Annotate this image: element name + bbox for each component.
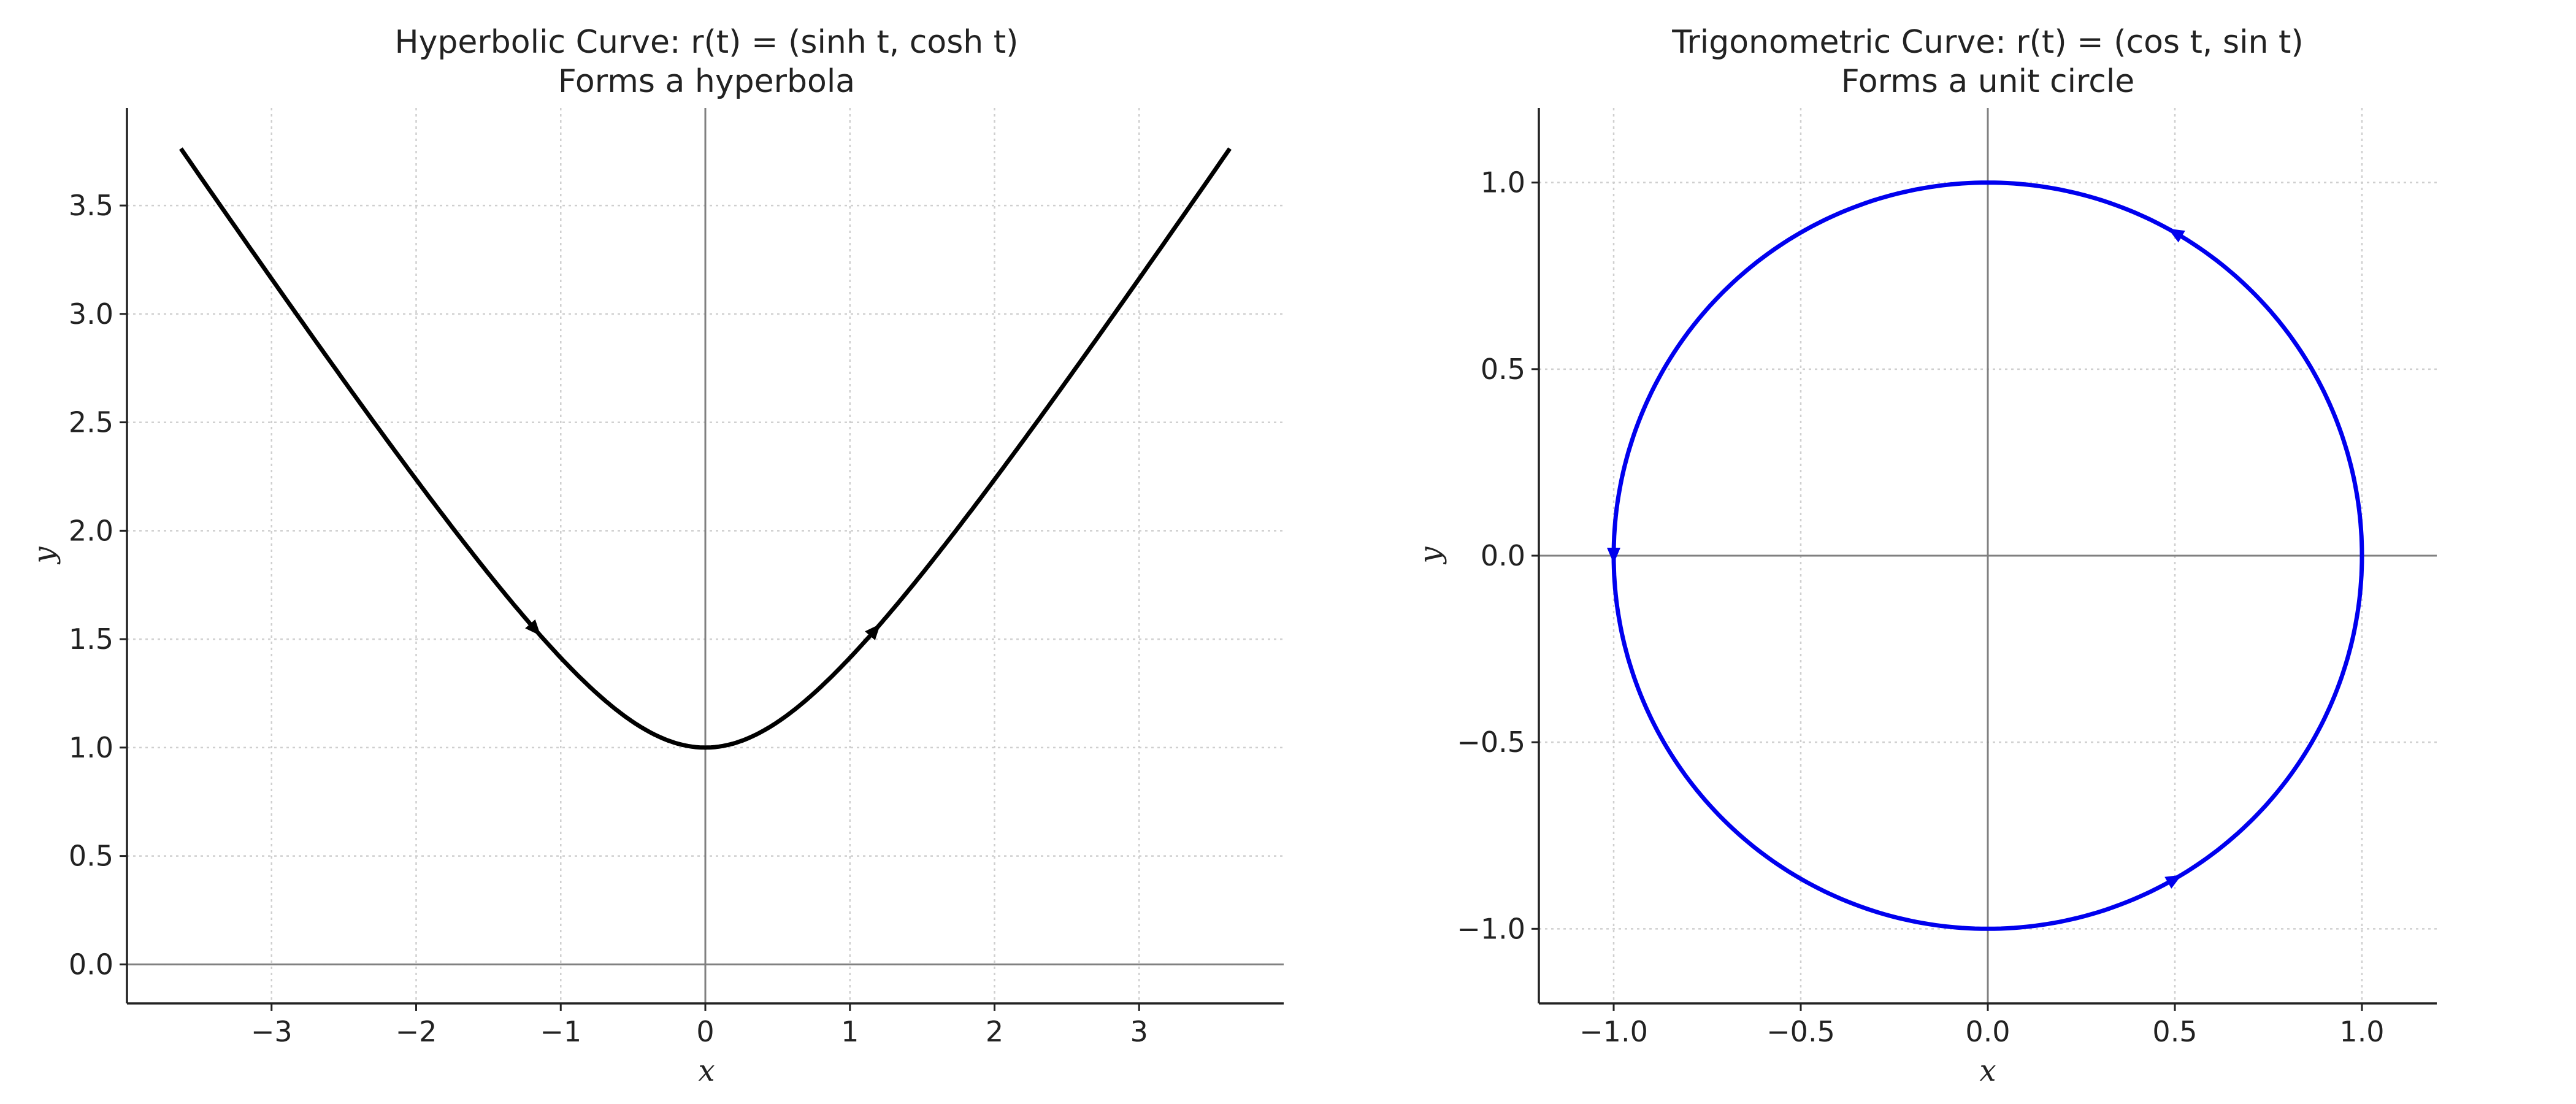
x-tick-label: 1.0 <box>2339 1015 2384 1048</box>
x-axis-label: x <box>698 1054 715 1088</box>
y-tick-label: 0.5 <box>69 840 113 873</box>
x-tick-label: 2 <box>986 1015 1003 1048</box>
chart-title: Hyperbolic Curve: r(t) = (sinh t, cosh t… <box>395 24 1019 61</box>
y-tick-label: 1.5 <box>69 623 113 656</box>
x-tick-label: 0.5 <box>2152 1015 2197 1048</box>
y-tick-label: 3.0 <box>69 297 113 331</box>
y-tick-label: 0.0 <box>69 948 113 981</box>
x-tick-label: −3 <box>251 1015 293 1048</box>
direction-arrows <box>1607 228 2185 889</box>
x-tick-label: 0 <box>696 1015 714 1048</box>
zero-lines <box>1539 108 2437 1003</box>
y-tick-label: 3.5 <box>69 189 113 222</box>
direction-arrow-0 <box>2168 228 2185 243</box>
tick-labels: −3 −2 −1 0 1 2 3 0.0 0.5 1.0 1.5 2.0 2.5 3.0 3.5 <box>69 189 1148 1048</box>
x-tick-label: −0.5 <box>1766 1015 1835 1048</box>
x-tick-label: 3 <box>1130 1015 1148 1048</box>
y-tick-label: 0.5 <box>1481 353 1525 386</box>
y-tick-label: 2.5 <box>69 406 113 439</box>
direction-arrow-1 <box>1607 548 1620 564</box>
x-tick-label: −2 <box>396 1015 437 1048</box>
y-tick-label: 1.0 <box>1481 166 1525 199</box>
direction-arrow-1 <box>865 624 881 640</box>
trigonometric-chart: Trigonometric Curve: r(t) = (cos t, sin … <box>1413 24 2437 1088</box>
x-tick-label: −1 <box>540 1015 581 1048</box>
hyperbolic-chart: Hyperbolic Curve: r(t) = (sinh t, cosh t… <box>27 24 1284 1088</box>
tick-labels: −1.0 −0.5 0.0 0.5 1.0 −1.0 −0.5 0.0 0.5 1.0 <box>1457 166 2384 1048</box>
y-tick-label: 0.0 <box>1481 539 1525 572</box>
y-axis-label: y <box>27 546 61 565</box>
direction-arrow-2 <box>2164 875 2182 889</box>
x-tick-label: 1 <box>841 1015 859 1048</box>
x-axis-label: x <box>1979 1054 1996 1088</box>
x-tick-label: −1.0 <box>1579 1015 1648 1048</box>
y-tick-label: −0.5 <box>1457 726 1525 759</box>
direction-arrow-0 <box>525 619 541 636</box>
curve-layer <box>179 147 1232 750</box>
chart-subtitle: Forms a hyperbola <box>558 63 855 100</box>
y-tick-label: 2.0 <box>69 514 113 547</box>
y-tick-label: 1.0 <box>69 731 113 764</box>
chart-subtitle: Forms a unit circle <box>1841 63 2135 100</box>
direction-arrows <box>525 619 881 640</box>
y-tick-label: −1.0 <box>1457 912 1525 945</box>
zero-lines <box>127 108 1284 1003</box>
curve-series-0 <box>179 147 1232 750</box>
x-tick-label: 0.0 <box>1965 1015 2010 1048</box>
y-axis-label: y <box>1413 546 1447 565</box>
chart-title: Trigonometric Curve: r(t) = (cos t, sin … <box>1671 24 2303 61</box>
